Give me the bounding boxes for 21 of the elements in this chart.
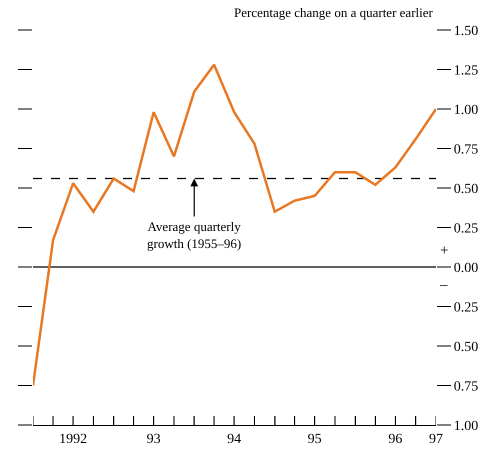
y-tick-label: 1.25 bbox=[454, 63, 478, 78]
y-tick-label: 0.50 bbox=[454, 182, 478, 197]
x-tick-label: 93 bbox=[146, 432, 161, 447]
y-axis-title: Percentage change on a quarter earlier bbox=[234, 5, 434, 20]
text: – bbox=[439, 277, 448, 293]
y-tick-label: 0.25 bbox=[454, 221, 478, 236]
x-tick-label: 96 bbox=[388, 432, 402, 447]
x-tick-label: 1992 bbox=[59, 432, 88, 447]
text: + bbox=[440, 243, 448, 259]
annotation: Average quarterly growth (1955–96) bbox=[147, 219, 242, 251]
x-tick-label: 97 bbox=[429, 432, 443, 447]
y-tick-label: 1.00 bbox=[454, 418, 478, 434]
y-tick-label: 0.50 bbox=[454, 340, 478, 355]
y-tick-label: 0.25 bbox=[454, 300, 478, 316]
y-tick-label: 1.50 bbox=[454, 24, 478, 39]
y-tick-label: 0.75 bbox=[454, 379, 478, 394]
y-tick-label: 0.75 bbox=[454, 142, 478, 158]
x-tick-label: 94 bbox=[227, 432, 242, 447]
x-tick-label: 95 bbox=[308, 432, 322, 447]
y-tick-label: 1.00 bbox=[454, 102, 478, 118]
y-tick-label: 0.00 bbox=[454, 260, 478, 276]
